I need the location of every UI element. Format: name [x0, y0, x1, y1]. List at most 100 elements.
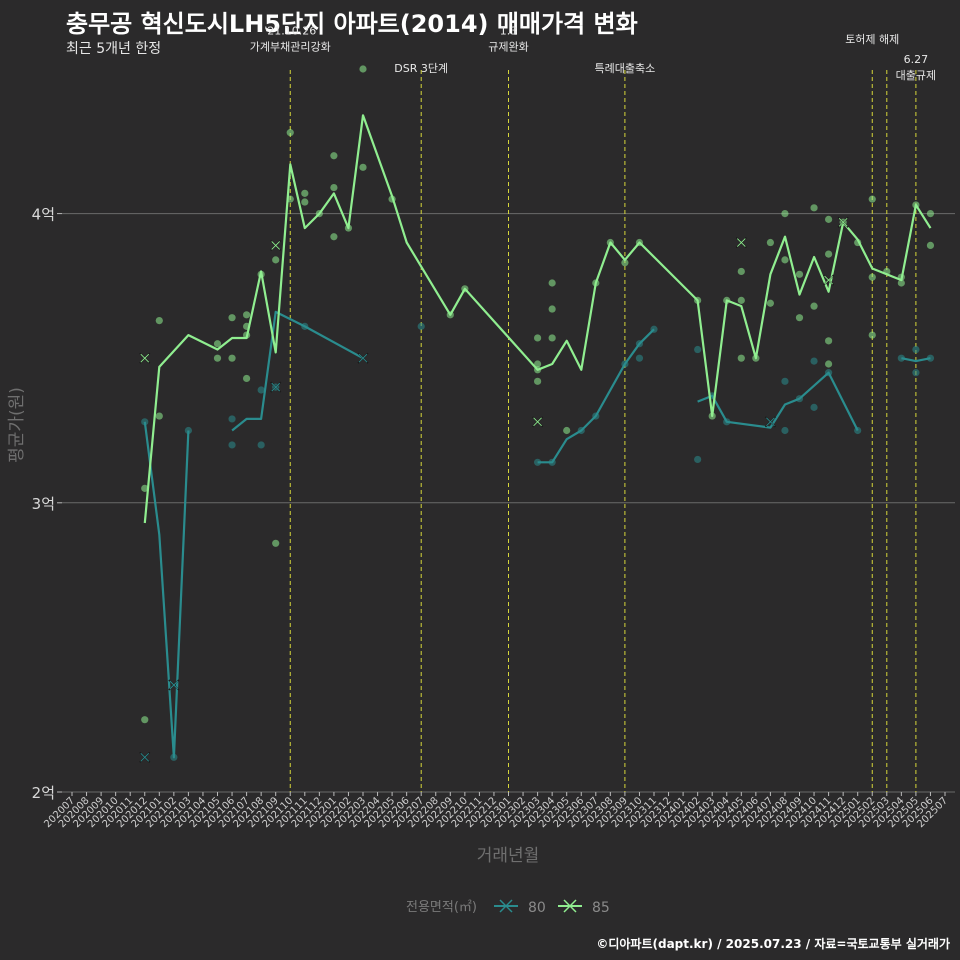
data-point-85: [330, 152, 338, 160]
data-point-85: [272, 539, 280, 547]
data-point-85: [737, 267, 745, 276]
chart-title: 충무공 혁신도시LH5단지 아파트(2014) 매매가격 변화: [66, 10, 638, 38]
cross-mark-80: [357, 352, 369, 364]
data-point-85: [534, 377, 542, 385]
cross-mark-85: [532, 416, 544, 428]
cross-stroke: [824, 275, 833, 285]
event-label: 대출규제: [896, 69, 936, 82]
data-point-80: [781, 426, 789, 435]
cross-stroke: [140, 752, 150, 762]
y-tick-label: 2억: [32, 784, 55, 802]
data-point-80: [810, 403, 818, 411]
cross-stroke: [358, 353, 368, 363]
data-point-80: [854, 426, 862, 435]
x-axis-title: 거래년월: [477, 846, 540, 866]
event-label: 6.27: [904, 53, 929, 66]
data-point-80: [810, 357, 818, 365]
cross-mark-80: [139, 751, 151, 763]
data-point-85: [781, 210, 789, 218]
cross-stroke: [169, 680, 179, 690]
data-point-85: [155, 317, 163, 325]
cross-stroke: [271, 241, 281, 250]
legend-key-cross: [563, 899, 577, 913]
data-point-85: [228, 314, 236, 322]
data-point-85: [868, 195, 876, 203]
cross-mark-85: [735, 236, 747, 249]
data-point-85: [243, 311, 251, 319]
data-point-85: [737, 354, 745, 362]
data-point-85: [534, 334, 542, 342]
series-line-80: [697, 371, 859, 431]
data-point-85: [228, 354, 236, 362]
data-point-85: [359, 163, 367, 171]
data-point-85: [825, 250, 833, 258]
cross-stroke: [736, 238, 746, 247]
data-point-80: [781, 377, 789, 385]
event-label: DSR 3단계: [394, 62, 448, 75]
series-line-80: [231, 310, 364, 432]
data-point-85: [243, 374, 251, 383]
series: [139, 65, 935, 763]
data-point-85: [301, 189, 309, 197]
data-point-85: [563, 426, 571, 435]
data-point-85: [155, 412, 163, 420]
chart-subtitle: 최근 5개년 한정: [66, 41, 162, 57]
legend-item-85: 85: [558, 899, 610, 916]
data-point-85: [548, 334, 556, 342]
data-point-80: [228, 415, 236, 423]
legend: 전용면적(㎡) 80 85: [406, 899, 610, 916]
data-point-85: [330, 183, 338, 192]
y-axis-title: 평균가(원): [7, 387, 27, 463]
series-line-80: [901, 357, 931, 363]
grid: [62, 213, 955, 793]
data-point-80: [257, 386, 265, 394]
data-point-85: [926, 241, 935, 250]
y-tick-label: 4억: [32, 206, 55, 224]
data-point-85: [301, 198, 309, 206]
legend-key-cross: [499, 899, 513, 913]
data-point-85: [795, 314, 804, 322]
event-label: 토허제 해제: [845, 32, 899, 46]
data-point-85: [548, 279, 556, 287]
legend-label: 85: [592, 900, 610, 916]
series-85: [139, 65, 935, 724]
data-point-80: [694, 345, 702, 354]
data-point-85: [213, 340, 222, 348]
event-label: 특례대출축소: [595, 62, 656, 75]
chart-footer: ©디아파트(dapt.kr) / 2025.07.23 / 자료=국토교통부 실…: [596, 937, 950, 951]
legend-label: 80: [528, 900, 546, 916]
data-point-85: [213, 354, 222, 362]
cross-mark-85: [823, 274, 835, 286]
event-label: 1.3: [500, 24, 518, 37]
cross-stroke: [838, 217, 848, 227]
event-label: 규제완화: [488, 40, 528, 53]
event-label: '21.10.26: [264, 24, 316, 37]
data-point-85: [766, 299, 775, 307]
cross-mark-85: [837, 216, 849, 228]
data-point-85: [534, 360, 542, 368]
cross-mark-85: [139, 352, 151, 364]
data-point-85: [286, 129, 294, 137]
data-point-85: [272, 256, 280, 264]
data-point-85: [810, 204, 818, 212]
data-point-85: [926, 210, 935, 218]
data-point-80: [694, 455, 702, 464]
data-point-80: [417, 322, 425, 330]
data-point-80: [257, 441, 265, 449]
cross-stroke: [533, 417, 542, 427]
data-point-85: [781, 256, 789, 264]
data-point-85: [825, 360, 833, 368]
data-point-85: [548, 305, 556, 313]
legend-title: 전용면적(㎡): [406, 900, 477, 915]
cross-stroke: [140, 353, 150, 363]
data-point-85: [825, 337, 833, 345]
data-point-80: [912, 369, 920, 377]
data-point-85: [810, 302, 818, 310]
data-point-85: [766, 238, 775, 247]
data-point-85: [795, 270, 804, 278]
data-point-80: [228, 441, 236, 449]
series-line-85: [143, 114, 932, 524]
series-80: [139, 310, 935, 763]
